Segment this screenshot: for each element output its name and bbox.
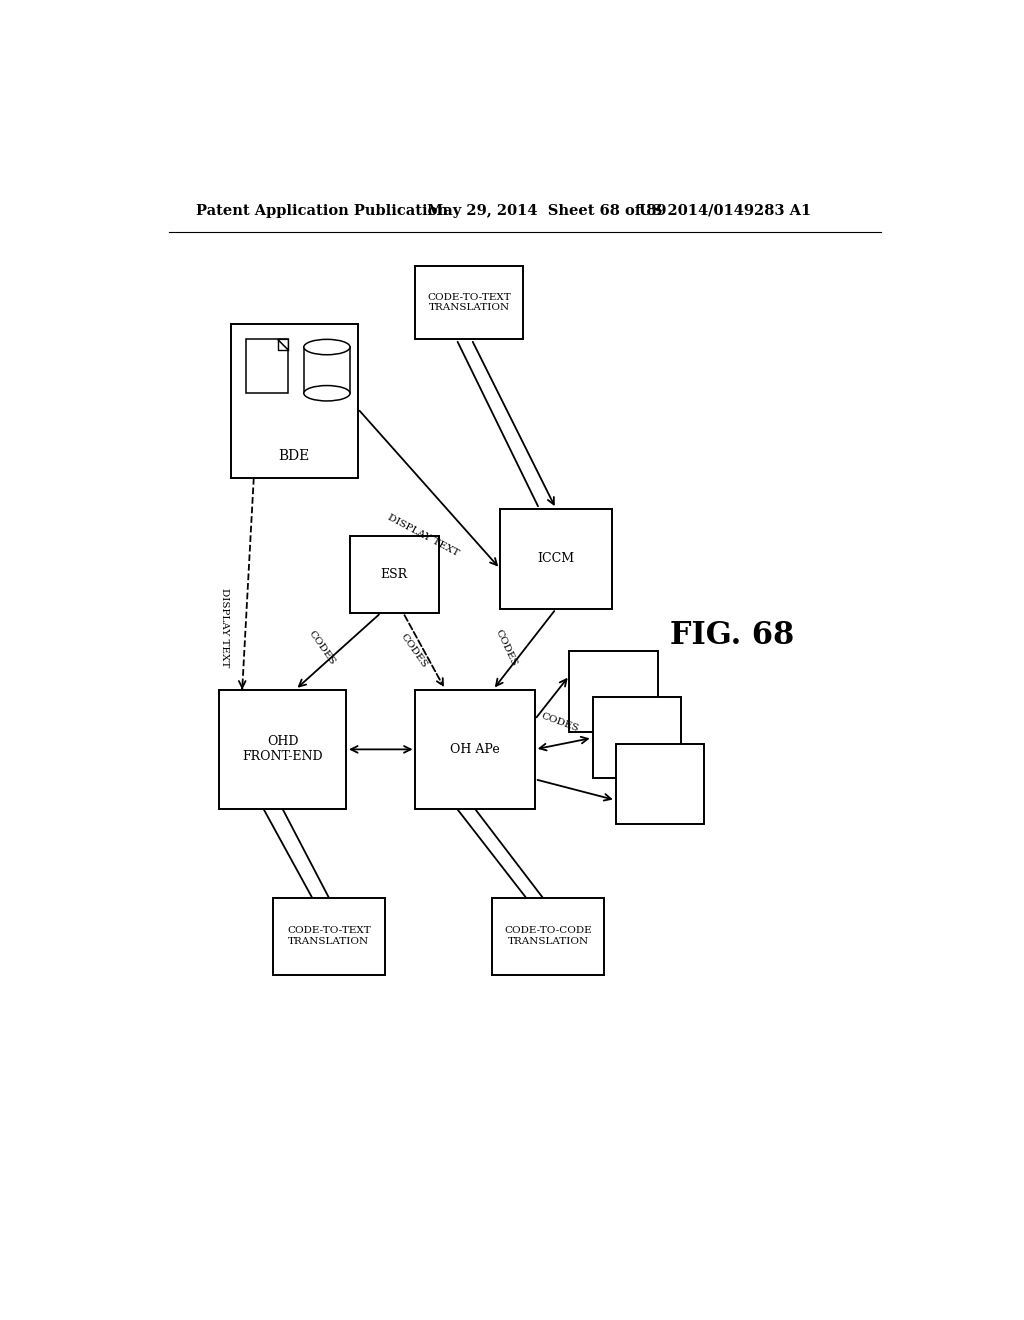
Text: OHD
FRONT-END: OHD FRONT-END <box>243 735 323 763</box>
Bar <box>593 697 681 779</box>
Bar <box>416 267 523 339</box>
Text: CODES: CODES <box>494 627 519 667</box>
Bar <box>500 508 611 609</box>
Text: CODES: CODES <box>540 711 580 734</box>
Bar <box>416 689 535 809</box>
Bar <box>569 651 658 733</box>
Ellipse shape <box>304 339 350 355</box>
Text: ICCM: ICCM <box>538 552 574 565</box>
Text: OH APe: OH APe <box>451 743 500 756</box>
Bar <box>219 689 346 809</box>
Text: BDE: BDE <box>279 449 310 463</box>
Bar <box>350 536 438 612</box>
Text: FIG. 68: FIG. 68 <box>670 620 794 651</box>
Bar <box>304 347 350 393</box>
Bar <box>493 898 604 974</box>
Text: CODE-TO-TEXT
TRANSLATION: CODE-TO-TEXT TRANSLATION <box>287 927 371 946</box>
Text: US 2014/0149283 A1: US 2014/0149283 A1 <box>639 203 811 218</box>
Bar <box>273 898 385 974</box>
Text: CODES: CODES <box>399 632 429 671</box>
Text: CODE-TO-TEXT
TRANSLATION: CODE-TO-TEXT TRANSLATION <box>427 293 511 313</box>
Bar <box>615 743 705 825</box>
Ellipse shape <box>304 385 350 401</box>
Text: ESR: ESR <box>381 568 408 581</box>
Text: May 29, 2014  Sheet 68 of 89: May 29, 2014 Sheet 68 of 89 <box>427 203 667 218</box>
Bar <box>246 339 289 393</box>
Text: DISPLAY TEXT: DISPLAY TEXT <box>386 513 461 558</box>
Polygon shape <box>278 339 289 350</box>
Bar <box>230 323 357 478</box>
Text: CODES: CODES <box>306 628 337 667</box>
Text: DISPLAY TEXT: DISPLAY TEXT <box>220 589 229 668</box>
Text: CODE-TO-CODE
TRANSLATION: CODE-TO-CODE TRANSLATION <box>505 927 592 946</box>
Text: Patent Application Publication: Patent Application Publication <box>196 203 449 218</box>
